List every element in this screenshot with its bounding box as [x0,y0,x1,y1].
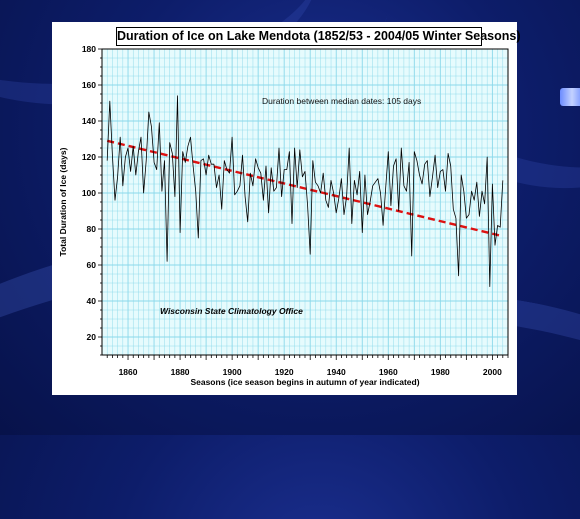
x-tick-label: 1960 [379,367,398,377]
x-tick-label: 1900 [223,367,242,377]
median-annotation: Duration between median dates: 105 days [262,96,421,106]
y-tick-label: 160 [82,80,96,90]
y-tick-label: 80 [87,224,97,234]
x-axis-label: Seasons (ice season begins in autumn of … [190,377,419,387]
y-tick-label: 60 [87,260,97,270]
y-tick-label: 40 [87,296,97,306]
chart-title: Duration of Ice on Lake Mendota (1852/53… [116,27,521,46]
y-axis: 20 40 60 80 100 120 140 160 180 [82,44,102,356]
x-tick-label: 2000 [483,367,502,377]
chart: 1860 1880 1900 1920 1940 1960 1980 2000 20 40 60 8… [58,44,509,387]
series-line [106,95,504,288]
y-tick-label: 180 [82,44,96,54]
y-tick-label: 120 [82,152,96,162]
trend-line [106,139,504,238]
y-tick-label: 140 [82,116,96,126]
y-tick-label: 100 [82,188,96,198]
y-axis-label: Total Duration of Ice (days) [58,147,68,256]
major-grid [102,49,508,355]
trend-layer [106,139,504,238]
x-tick-label: 1920 [275,367,294,377]
data-layer [106,95,504,288]
x-tick-label: 1880 [171,367,190,377]
x-tick-label: 1940 [327,367,346,377]
x-tick-label: 1860 [119,367,138,377]
x-tick-label: 1980 [431,367,450,377]
credit-annotation: Wisconsin State Climatology Office [160,306,303,316]
slide-nav-tab[interactable] [560,88,580,106]
y-tick-label: 20 [87,332,97,342]
x-axis: 1860 1880 1900 1920 1940 1960 1980 2000 [106,355,509,377]
